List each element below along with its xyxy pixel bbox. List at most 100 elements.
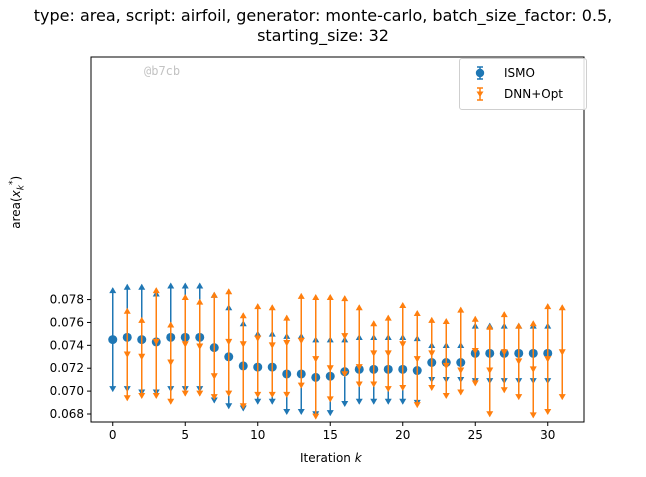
errorbar-cap-upper-dnn-opt: [486, 323, 494, 330]
errorbar-cap-upper-ismo: [167, 282, 175, 289]
errorbar-cap-upper-dnn-opt: [544, 303, 552, 310]
errorbar-cap-lower-dnn-opt: [515, 394, 523, 401]
y-tick-label: 0.072: [50, 361, 84, 375]
errorbar-cap-upper-dnn-opt: [297, 292, 305, 299]
errorbar-cap-lower-dnn-opt: [210, 394, 218, 401]
data-point-dnn-opt: [239, 341, 247, 348]
errorbar-cap-lower-dnn-opt: [544, 408, 552, 415]
errorbar-cap-lower-dnn-opt: [558, 394, 566, 401]
data-point-dnn-opt: [297, 337, 305, 345]
errorbar-cap-upper-dnn-opt: [355, 304, 363, 311]
watermark-text: @b7cb: [144, 64, 181, 78]
x-tick-label: 5: [181, 428, 189, 442]
errorbar-cap-lower-dnn-opt: [370, 381, 378, 388]
data-point-dnn-opt: [370, 350, 378, 357]
errorbar-cap-upper-dnn-opt: [312, 293, 320, 300]
errorbar-cap-lower-ismo: [297, 408, 305, 415]
data-point-dnn-opt: [399, 341, 407, 348]
legend-item-dnn-opt: DNN+Opt: [460, 84, 586, 104]
legend: ISMO DNN+Opt: [459, 58, 587, 110]
errorbar-cap-lower-dnn-opt: [167, 398, 175, 405]
x-tick-label: 20: [395, 428, 410, 442]
chart-title: type: area, script: airfoil, generator: …: [0, 6, 646, 46]
errorbar-cap-upper-dnn-opt: [370, 320, 378, 327]
x-tick-label: 15: [323, 428, 338, 442]
errorbar-cap-lower-ismo: [326, 410, 334, 417]
errorbar-cap-upper-dnn-opt: [283, 314, 291, 321]
errorbar-cap-lower-ismo: [283, 408, 291, 415]
errorbar-cap-upper-dnn-opt: [239, 312, 247, 319]
plot-frame: [90, 56, 585, 423]
data-point-dnn-opt: [442, 362, 450, 370]
x-axis-label: Iteration k: [300, 451, 362, 465]
errorbar-cap-lower-dnn-opt: [341, 371, 349, 378]
data-point-dnn-opt: [326, 365, 334, 372]
data-point-dnn-opt: [254, 335, 262, 342]
errorbar-cap-lower-ismo: [384, 398, 392, 405]
errorbar-cap-lower-dnn-opt: [268, 391, 276, 398]
errorbar-cap-upper-dnn-opt: [123, 307, 131, 314]
errorbar-cap-upper-dnn-opt: [138, 316, 146, 323]
errorbar-cap-lower-ismo: [210, 397, 218, 404]
errorbar-cap-lower-dnn-opt: [239, 403, 247, 410]
data-point-dnn-opt: [123, 351, 131, 358]
errorbar-cap-upper-dnn-opt: [196, 298, 204, 305]
data-point-dnn-opt: [283, 340, 291, 347]
errorbar-cap-lower-ismo: [225, 403, 233, 410]
errorbar-cap-upper-dnn-opt: [428, 316, 436, 323]
data-point-dnn-opt: [355, 364, 363, 371]
errorbar-cap-lower-dnn-opt: [225, 390, 233, 397]
y-tick-label: 0.076: [50, 315, 84, 329]
errorbar-cap-lower-dnn-opt: [471, 380, 479, 387]
errorbar-cap-upper-dnn-opt: [558, 304, 566, 311]
data-point-dnn-opt: [181, 341, 189, 348]
x-tick-label: 10: [250, 428, 265, 442]
errorbar-cap-lower-dnn-opt: [457, 389, 465, 396]
y-axis-label: area(xk*): [8, 175, 27, 229]
errorbar-cap-upper-dnn-opt: [152, 287, 160, 294]
errorbar-cap-lower-dnn-opt: [254, 391, 262, 398]
errorbar-cap-lower-ismo: [254, 398, 262, 405]
legend-item-ismo: ISMO: [460, 63, 586, 83]
errorbar-cap-lower-ismo: [355, 398, 363, 405]
errorbar-cap-lower-ismo: [370, 398, 378, 405]
errorbar-cap-lower-dnn-opt: [500, 387, 508, 394]
data-point-dnn-opt: [457, 367, 465, 375]
errorbar-cap-upper-ismo: [138, 283, 146, 290]
errorbar-cap-lower-dnn-opt: [152, 392, 160, 399]
errorbar-cap-lower-dnn-opt: [312, 413, 320, 420]
errorbar-cap-upper-dnn-opt: [413, 310, 421, 317]
errorbar-cap-upper-dnn-opt: [254, 303, 262, 310]
data-point-dnn-opt: [558, 349, 566, 356]
data-point-ismo: [108, 335, 118, 345]
errorbar-cap-upper-dnn-opt: [500, 311, 508, 318]
errorbar-cap-upper-dnn-opt: [457, 306, 465, 313]
data-point-dnn-opt: [428, 350, 436, 357]
errorbar-cap-upper-dnn-opt: [515, 322, 523, 329]
errorbar-cap-lower-ismo: [268, 398, 276, 405]
errorbar-cap-lower-dnn-opt: [428, 384, 436, 391]
data-point-dnn-opt: [152, 338, 160, 346]
x-tick-label: 25: [468, 428, 483, 442]
errorbar-cap-upper-dnn-opt: [326, 293, 334, 300]
y-tick-label: 0.070: [50, 384, 84, 398]
errorbar-cap-upper-dnn-opt: [471, 315, 479, 322]
errorbar-cap-lower-dnn-opt: [486, 411, 494, 418]
errorbar-cap-upper-dnn-opt: [181, 293, 189, 300]
y-tick-label: 0.074: [50, 338, 84, 352]
errorbar-cap-upper-dnn-opt: [268, 304, 276, 311]
errorbar-cap-lower-ismo: [341, 400, 349, 407]
errorbar-cap-lower-dnn-opt: [399, 384, 407, 391]
x-tick-label: 30: [540, 428, 555, 442]
errorbar-cap-upper-dnn-opt: [399, 302, 407, 309]
errorbar-cap-lower-dnn-opt: [283, 391, 291, 398]
errorbar-cap-lower-dnn-opt: [442, 392, 450, 399]
legend-label-dnn-opt: DNN+Opt: [504, 87, 564, 101]
errorbar-cap-lower-dnn-opt: [384, 386, 392, 393]
data-point-dnn-opt: [138, 353, 146, 361]
errorbar-cap-lower-ismo: [399, 398, 407, 405]
errorbar-cap-upper-ismo: [123, 283, 131, 290]
data-point-dnn-opt: [225, 338, 233, 346]
